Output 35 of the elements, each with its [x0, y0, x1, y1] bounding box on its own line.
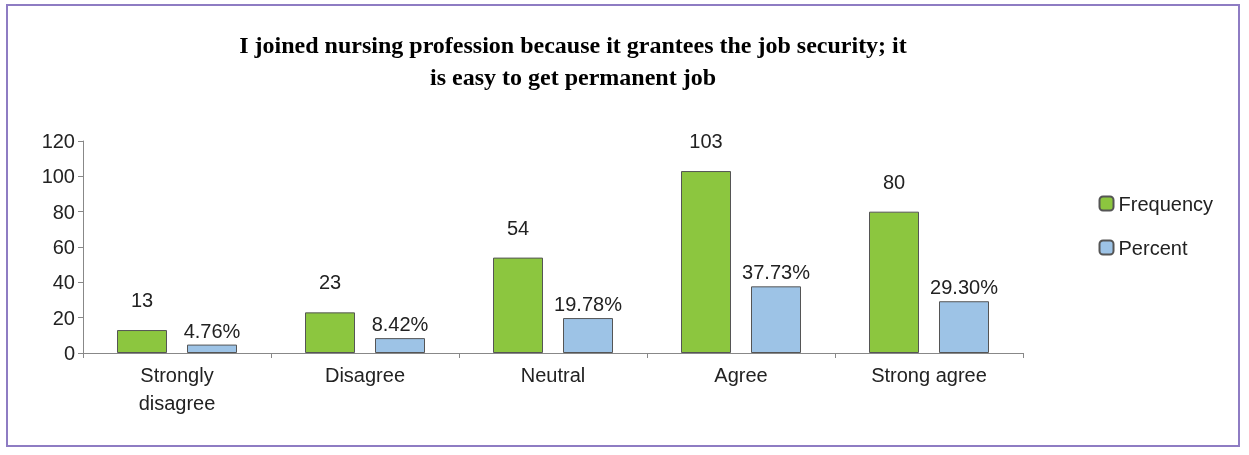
data-label: 37.73% — [742, 261, 811, 284]
data-label: 103 — [689, 130, 723, 153]
x-tick-label: Neutral — [520, 364, 586, 386]
x-tick-label: Agree — [714, 364, 768, 386]
bar — [563, 318, 613, 353]
data-label: 80 — [882, 170, 906, 193]
data-label: 29.30% — [930, 276, 999, 299]
data-label: 4.76% — [183, 319, 241, 342]
y-tick-label: 120 — [41, 130, 75, 152]
bar — [117, 330, 167, 353]
x-tick-label: Strong agree — [871, 364, 987, 386]
data-label: 54 — [506, 216, 530, 239]
y-tick-label: 100 — [41, 165, 75, 188]
data-label: 19.78% — [554, 293, 623, 316]
x-tick-label: Disagree — [324, 364, 406, 386]
bar — [939, 301, 989, 353]
bar — [375, 338, 425, 353]
chart-title: I joined nursing profession because it grantees the job security; it is easy to get permanent job — [239, 32, 907, 90]
y-tick-label: 20 — [52, 306, 75, 329]
data-label: 13 — [130, 289, 154, 312]
bar — [305, 312, 355, 353]
data-label: 8.42% — [371, 313, 429, 336]
bar — [187, 344, 237, 353]
y-tick-label: 80 — [52, 200, 75, 223]
legend-label: Percent — [1118, 236, 1188, 259]
bar — [493, 257, 543, 353]
y-tick-label: 40 — [52, 271, 75, 294]
legend-label: Frequency — [1118, 192, 1214, 215]
bar — [681, 171, 731, 353]
bar — [751, 286, 801, 353]
y-tick-label: 0 — [63, 342, 75, 364]
data-label: 23 — [318, 271, 342, 294]
x-tick-label: Strongly disagree — [138, 364, 216, 414]
y-tick-label: 60 — [52, 236, 75, 258]
bar — [869, 211, 919, 353]
